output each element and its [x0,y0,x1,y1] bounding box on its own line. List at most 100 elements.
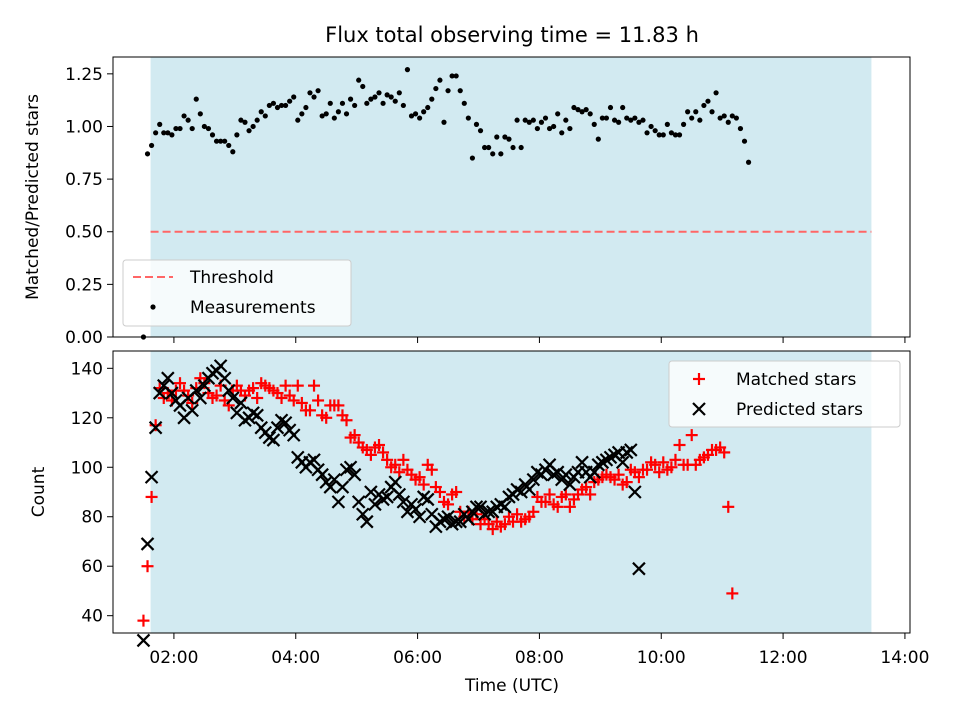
measurements-legend-swatch [150,304,156,310]
measurement-point [425,104,431,111]
measurement-point [331,115,337,121]
bottom-y-tick-label: 140 [71,359,103,379]
matched-star-marker [486,523,499,536]
measurement-point [266,102,272,109]
predicted-star-marker [559,467,573,482]
x-tick-label: 12:00 [759,648,808,668]
measurement-point [559,130,565,136]
matched-star-marker [511,508,524,521]
predicted-star-marker [408,502,423,517]
matched-star-marker [665,461,678,474]
bottom-legend: Matched stars Predicted stars [668,360,901,428]
measurement-point [685,109,691,115]
measurement-point [729,113,735,119]
measurement-point [356,77,362,83]
matched-star-marker [332,399,345,412]
predicted-star-marker [278,415,293,430]
measurement-point [571,104,577,111]
predicted-star-marker [498,500,512,514]
bottom-plot-frame [112,350,911,634]
matched-star-marker [251,392,264,404]
predicted-star-marker [412,509,427,524]
predicted-star-marker [453,514,468,529]
predicted-star-marker [226,391,240,405]
bottom-y-tick-label: 80 [81,508,103,528]
measurement-point [347,96,354,102]
bottom-y-tick-label: 120 [71,409,103,429]
matched-star-marker [145,490,158,503]
measurement-point [421,109,427,115]
x-tick-label: 14:00 [880,648,929,668]
matched-star-marker [641,463,654,476]
measurement-point [469,155,476,161]
measurement-point [668,130,675,136]
predicted-legend-swatch [692,402,706,416]
x-tick-label: 04:00 [271,648,320,668]
matched-star-marker [247,382,260,395]
measurement-point [165,130,171,136]
measurement-point [262,113,268,119]
measurement-point [376,90,382,96]
measurement-point [449,73,455,79]
predicted-star-marker [388,475,403,489]
measurement-point [384,92,390,98]
matched-star-marker [442,498,455,511]
measurement-point [595,136,601,142]
measurement-point [396,90,402,96]
measurement-point [311,94,317,100]
matched-star-marker [612,468,625,481]
matched-star-marker [580,481,593,494]
measurement-point [733,115,739,121]
matched-star-marker [563,500,576,513]
matched-star-marker [669,453,682,466]
predicted-star-marker [355,507,370,522]
measurement-point [274,104,281,111]
measurement-point [620,104,626,111]
measurement-points [140,67,752,340]
predicted-star-marker [193,391,208,405]
top-panel: 0.00 0.25 0.50 0.75 1.00 1.25 Matched/Predict… [23,56,911,348]
predicted-star-marker [307,453,321,467]
matched-star-marker [551,500,564,513]
measurement-point [607,104,614,111]
measurement-point [144,151,151,157]
measurement-point [518,144,524,151]
predicted-star-marker [575,455,589,470]
measurement-point [725,119,731,125]
matched-star-marker [393,466,406,479]
measurement-point [611,117,618,123]
predicted-star-marker [144,470,159,484]
measurement-point [530,117,536,123]
measurement-point [660,132,666,138]
measurement-point [486,144,492,151]
measurement-point [498,151,504,157]
matched-star-marker [433,486,446,498]
matched-star-marker [312,394,325,407]
measurement-point [392,98,398,104]
matched-star-marker [295,396,308,409]
bottom-y-tick-label: 60 [81,557,103,577]
measurement-point [563,117,569,123]
measurement-point [209,132,216,138]
measurement-point [437,77,443,83]
top-y-axis-label: Matched/Predicted stars [23,94,43,300]
measurement-point [246,128,252,134]
measurement-point [295,117,301,123]
measurement-point [412,111,419,117]
predicted-star-marker [136,633,151,648]
measurement-point [644,130,650,136]
predicted-star-marker [514,485,528,499]
predicted-star-marker [161,371,175,385]
predicted-star-marker [526,472,541,487]
measurement-point [230,149,236,155]
predicted-star-marker [266,433,281,447]
measurement-point [551,123,557,130]
measurement-point [709,109,715,115]
bottom-y-tick-label: 40 [81,607,103,627]
top-chart-title: Flux total observing time = 11.83 h [325,23,699,47]
matched-star-marker [141,560,154,573]
predicted-star-marker [632,561,646,576]
matched-star-marker [559,488,572,501]
predicted-star-marker [140,537,155,551]
